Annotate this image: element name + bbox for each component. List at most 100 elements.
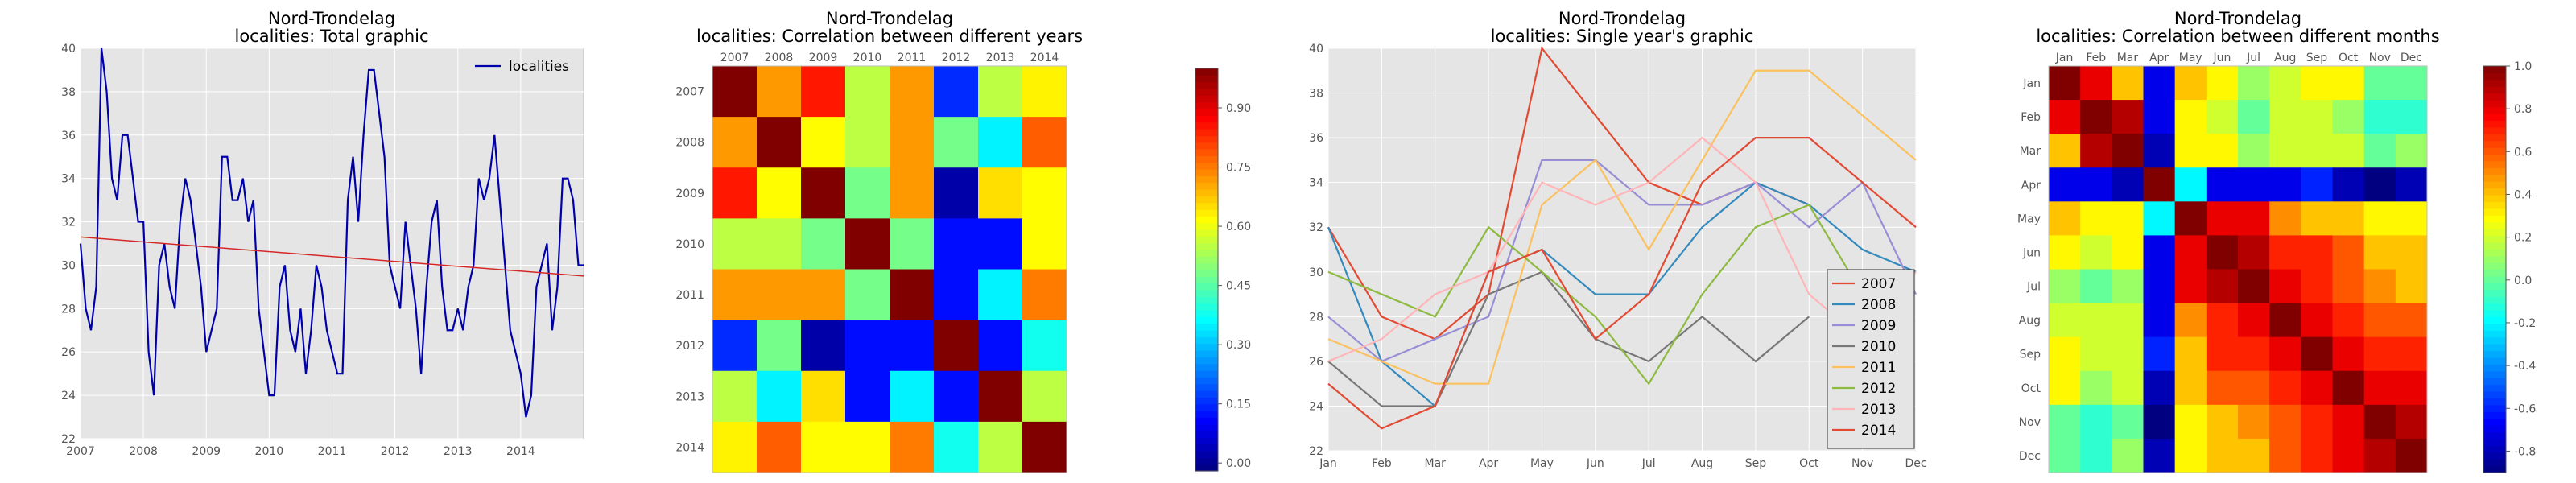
colorbar-segment xyxy=(1195,276,1218,284)
heatmap-cell xyxy=(934,218,979,270)
heatmap-cell xyxy=(2049,201,2081,236)
heatmap-cell xyxy=(978,218,1023,270)
heatmap-cell xyxy=(2112,404,2144,440)
y-tick-label: 32 xyxy=(1309,221,1323,234)
heatmap-cell xyxy=(934,320,979,372)
y-label: 2007 xyxy=(675,86,704,99)
colorbar-tick-label: 0.0 xyxy=(2514,275,2532,287)
heatmap-cell xyxy=(712,117,758,168)
colorbar-segment xyxy=(1195,222,1218,230)
heatmap-cell xyxy=(2049,134,2081,168)
heatmap-cell xyxy=(2080,134,2112,168)
heatmap-cell xyxy=(2206,100,2239,134)
colorbar-segment xyxy=(2483,140,2506,148)
heatmap-cell xyxy=(2332,235,2365,270)
colorbar-segment xyxy=(2483,404,2506,412)
colorbar-segment xyxy=(2483,72,2506,80)
heatmap-cell xyxy=(2301,134,2333,168)
colorbar-tick-label: -0.8 xyxy=(2514,445,2536,458)
colorbar-segment xyxy=(1195,310,1218,317)
x-tick-label: 2009 xyxy=(192,445,221,458)
heatmap-cell xyxy=(2174,404,2207,440)
y-label: 2013 xyxy=(675,390,704,403)
heatmap-cell xyxy=(2238,370,2270,406)
heatmap-cell xyxy=(2206,269,2239,304)
heatmap-cell xyxy=(2332,167,2365,202)
y-label: 2010 xyxy=(675,238,704,251)
y-label: Mar xyxy=(2020,145,2041,158)
heatmap-cell xyxy=(2112,269,2144,304)
colorbar-tick-label: 0.90 xyxy=(1226,102,1251,115)
colorbar-segment xyxy=(2483,126,2506,134)
heatmap-cell xyxy=(2049,167,2081,202)
heatmap-cell xyxy=(2174,201,2207,236)
colorbar-segment xyxy=(2483,465,2506,473)
heatmap-cell xyxy=(2112,134,2144,168)
y-label: Jun xyxy=(2022,246,2041,259)
legend-box xyxy=(1827,269,1915,449)
colorbar-segment xyxy=(1195,175,1218,184)
y-label: Feb xyxy=(2021,111,2041,124)
heatmap-cell xyxy=(801,218,846,270)
colorbar-segment xyxy=(1195,457,1218,465)
heatmap-cell xyxy=(2080,167,2112,202)
colorbar-segment xyxy=(1195,162,1218,170)
heatmap-cell xyxy=(2269,336,2301,372)
legend-label: 2011 xyxy=(1861,360,1896,376)
x-label: May xyxy=(2179,52,2202,64)
heatmap-cell xyxy=(890,66,935,118)
heatmap-cell xyxy=(2143,404,2176,440)
heatmap-cell xyxy=(2301,201,2333,236)
colorbar-segment xyxy=(1195,397,1218,405)
colorbar-segment xyxy=(1195,202,1218,210)
colorbar-segment xyxy=(2483,384,2506,392)
colorbar-segment xyxy=(2483,289,2506,297)
heatmap-cell xyxy=(2143,303,2176,338)
colorbar-segment xyxy=(2483,364,2506,372)
heatmap-cell xyxy=(2238,167,2270,202)
colorbar-segment xyxy=(2483,147,2506,155)
x-tick-label: Jun xyxy=(1586,457,1604,470)
colorbar-segment xyxy=(2483,235,2506,243)
colorbar-segment xyxy=(2483,113,2506,121)
legend-label: 2012 xyxy=(1861,381,1896,397)
colorbar-segment xyxy=(2483,411,2506,419)
chart2-title-line: localities: Correlation between differen… xyxy=(696,27,1083,46)
colorbar-segment xyxy=(2483,160,2506,168)
x-label: 2008 xyxy=(765,52,794,64)
heatmap-cell xyxy=(2332,438,2365,473)
heatmap-cell xyxy=(2143,370,2176,406)
y-tick-label: 38 xyxy=(61,86,76,99)
heatmap-cell xyxy=(845,218,890,270)
heatmap-cell xyxy=(2395,235,2428,270)
y-tick-label: 36 xyxy=(61,130,76,142)
colorbar-frame xyxy=(1195,68,1219,472)
heatmap-cell xyxy=(2206,134,2239,168)
y-label: Sep xyxy=(2020,349,2041,361)
colorbar-tick-label: 0.00 xyxy=(1226,457,1251,470)
colorbar-segment xyxy=(1195,135,1218,143)
heatmap-cell xyxy=(712,320,758,372)
colorbar-segment xyxy=(1195,336,1218,345)
heatmap-cell xyxy=(845,370,890,423)
y-tick-label: 32 xyxy=(61,217,76,229)
y-tick-label: 38 xyxy=(1309,88,1323,101)
y-tick-label: 30 xyxy=(61,259,76,272)
x-tick-label: May xyxy=(1530,457,1554,470)
colorbar-segment xyxy=(2483,106,2506,114)
x-label: Jul xyxy=(2246,52,2260,64)
colorbar-segment xyxy=(1195,109,1218,116)
heatmap-cell xyxy=(2143,66,2176,101)
colorbar-segment xyxy=(1195,464,1218,472)
x-label: 2011 xyxy=(898,52,927,64)
heatmap-cell xyxy=(2301,303,2333,338)
colorbar-segment xyxy=(1195,216,1218,224)
heatmap-cell xyxy=(757,117,802,168)
heatmap-cell xyxy=(978,117,1023,168)
colorbar-segment xyxy=(1195,101,1218,109)
heatmap-cell xyxy=(2049,404,2081,440)
heatmap-cell xyxy=(2049,370,2081,406)
heatmap-cell xyxy=(2301,66,2333,101)
heatmap-cell xyxy=(712,370,758,423)
colorbar-segment xyxy=(2483,445,2506,453)
